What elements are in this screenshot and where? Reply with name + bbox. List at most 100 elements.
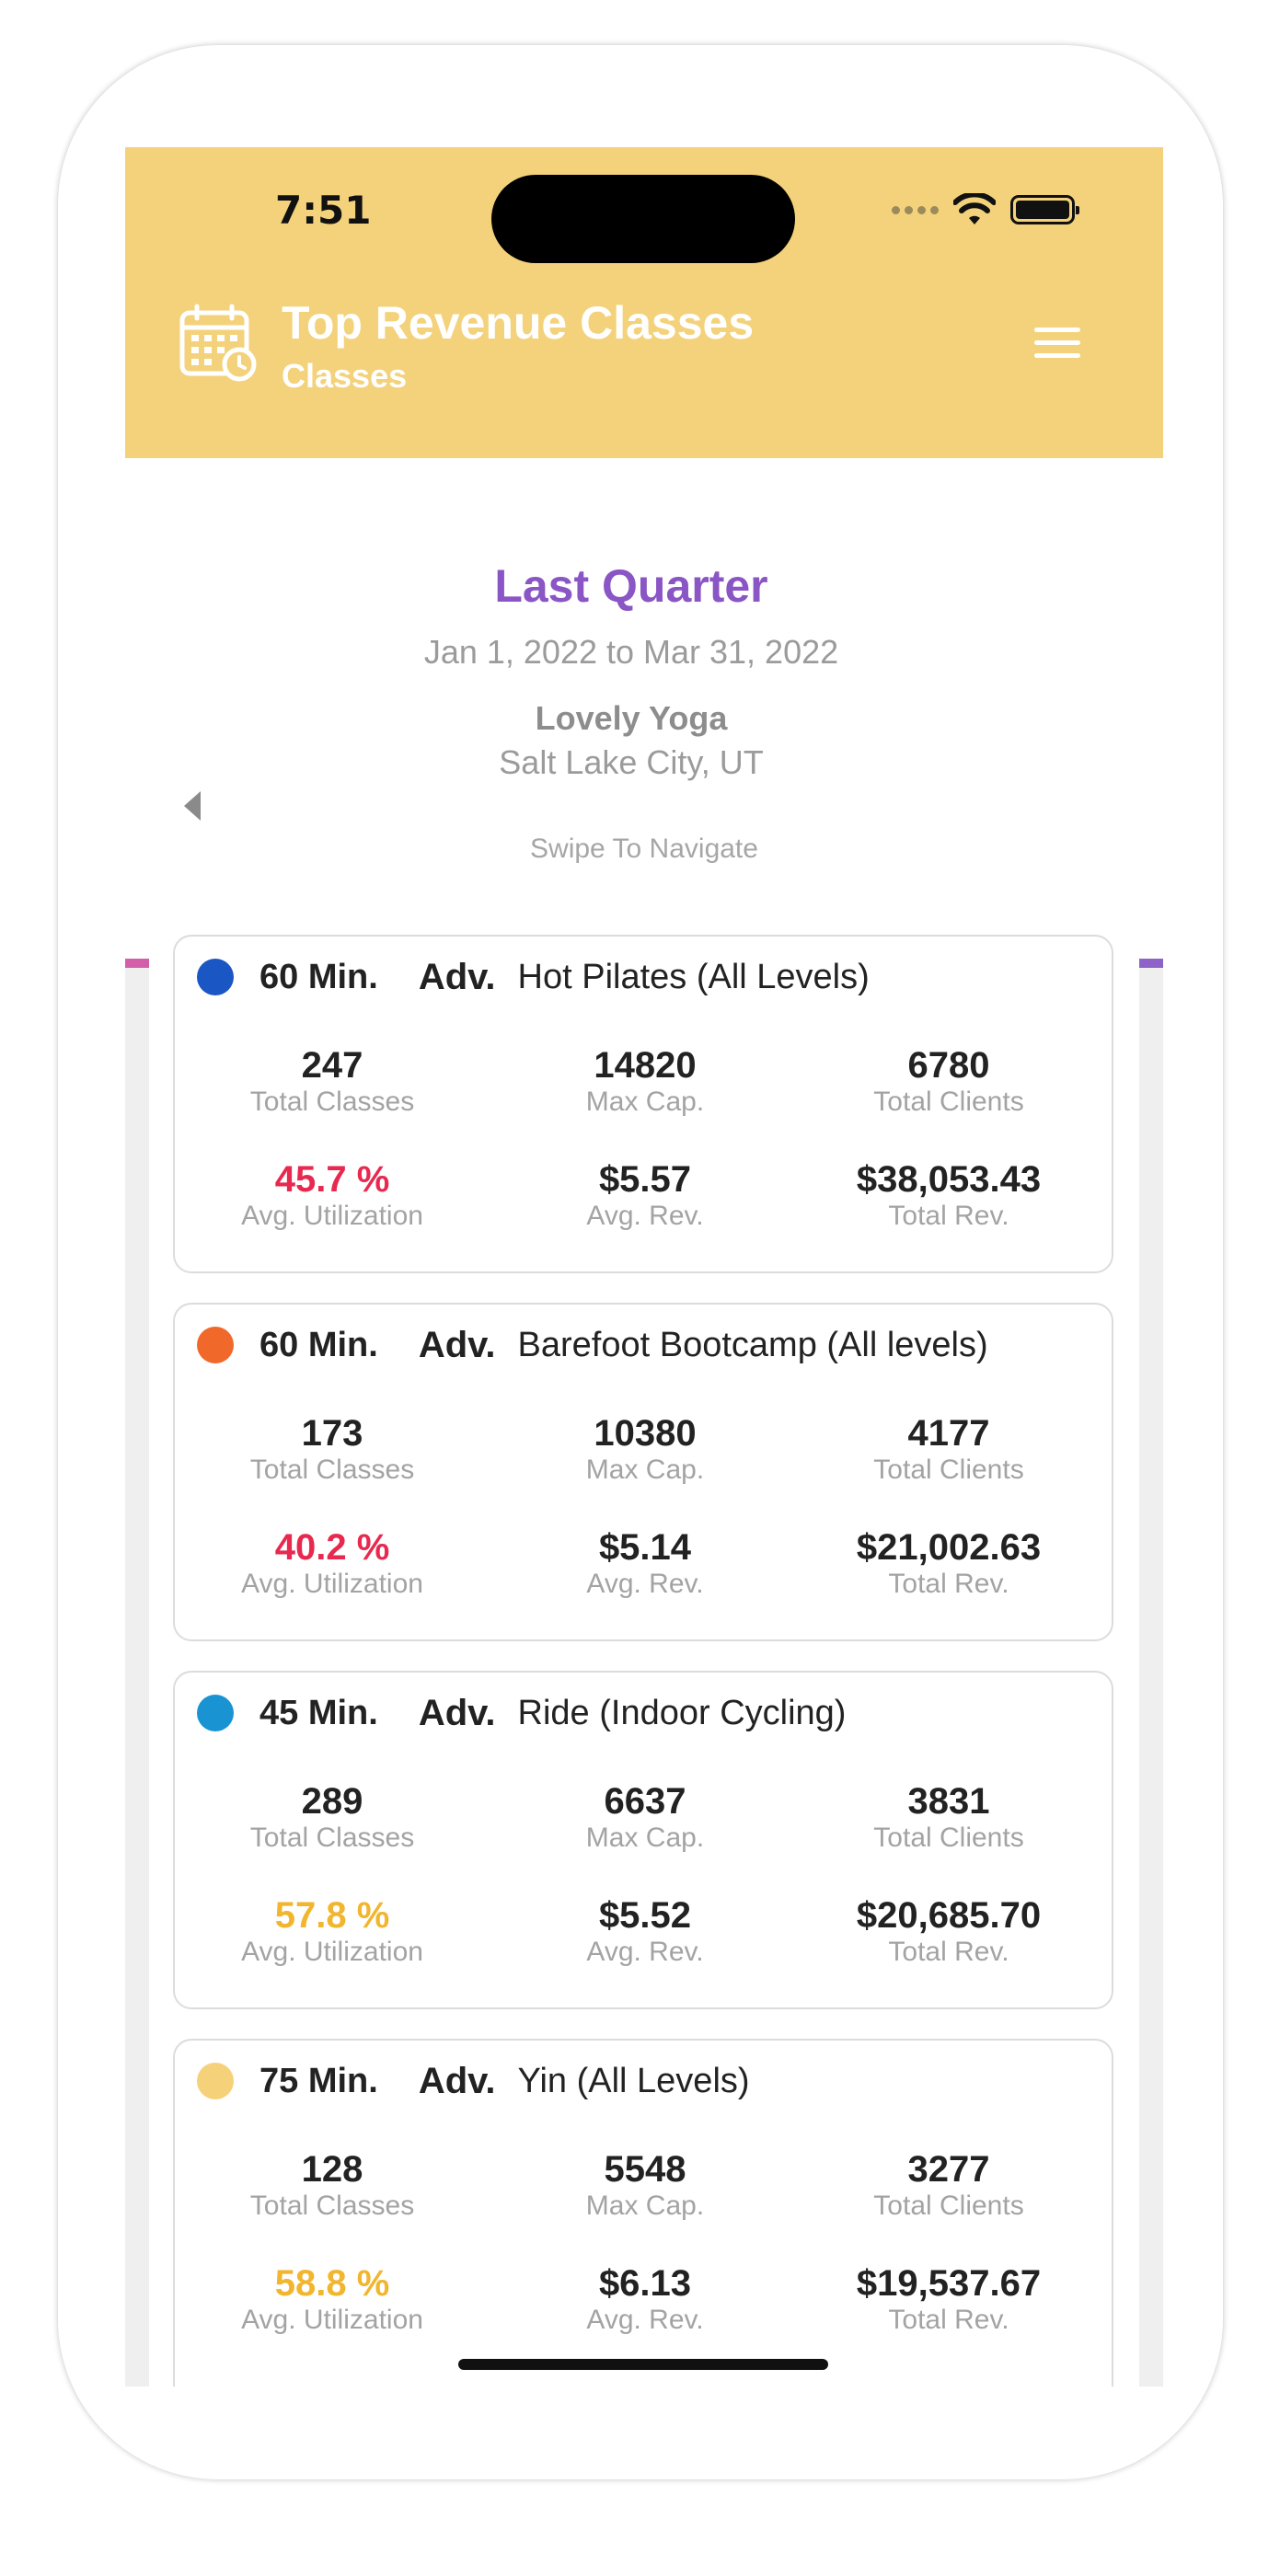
home-indicator[interactable] xyxy=(458,2359,828,2370)
stat-value: 173 xyxy=(301,1413,363,1454)
stat-avg-utilization: 40.2 % Avg. Utilization xyxy=(180,1527,484,1601)
stat-value: 5548 xyxy=(604,2149,686,2190)
class-duration: 75 Min. xyxy=(259,2061,378,2100)
class-level: Adv. xyxy=(418,1692,496,1733)
class-color-dot xyxy=(197,1695,234,1731)
stat-value: $21,002.63 xyxy=(856,1527,1042,1568)
class-name: Barefoot Bootcamp (All levels) xyxy=(517,1325,988,1364)
stat-label: Avg. Utilization xyxy=(241,1937,423,1967)
stat-value: 247 xyxy=(301,1045,363,1086)
stat-label: Avg. Rev. xyxy=(586,1569,704,1599)
stat-value: 3831 xyxy=(907,1781,990,1822)
class-card[interactable]: 60 Min. Adv. Barefoot Bootcamp (All leve… xyxy=(173,1303,1113,1641)
stat-total-rev: $38,053.43 Total Rev. xyxy=(797,1159,1101,1233)
stat-label: Max Cap. xyxy=(585,1087,705,1117)
stat-label: Max Cap. xyxy=(585,1455,705,1485)
stat-label: Avg. Utilization xyxy=(241,2305,423,2335)
status-icons xyxy=(892,193,1079,226)
swipe-hint: Swipe To Navigate xyxy=(530,834,758,864)
stat-label: Total Rev. xyxy=(888,1937,1009,1967)
stat-max-cap: 6637 Max Cap. xyxy=(493,1781,797,1855)
class-duration: 60 Min. xyxy=(259,957,378,996)
period-selector: Last Quarter Jan 1, 2022 to Mar 31, 2022… xyxy=(125,458,1163,968)
stat-label: Total Classes xyxy=(249,1087,415,1117)
stat-max-cap: 14820 Max Cap. xyxy=(493,1045,797,1119)
stat-total-clients: 3277 Total Clients xyxy=(797,2149,1101,2223)
stat-label: Total Clients xyxy=(873,2191,1024,2221)
stat-value: 14820 xyxy=(594,1045,697,1086)
cellular-signal-icon xyxy=(892,205,939,214)
page-subtitle: Classes xyxy=(282,357,408,395)
class-duration: 60 Min. xyxy=(259,1325,378,1364)
stat-total-classes: 247 Total Classes xyxy=(180,1045,484,1119)
class-card-header: 45 Min. Adv. Ride (Indoor Cycling) xyxy=(197,1687,846,1739)
stat-total-clients: 3831 Total Clients xyxy=(797,1781,1101,1855)
stat-total-classes: 289 Total Classes xyxy=(180,1781,484,1855)
stat-value: $20,685.70 xyxy=(856,1895,1042,1936)
stat-label: Total Clients xyxy=(873,1087,1024,1117)
stat-total-classes: 173 Total Classes xyxy=(180,1413,484,1487)
studio-name: Lovely Yoga xyxy=(535,699,728,737)
class-name: Ride (Indoor Cycling) xyxy=(517,1693,847,1732)
stat-value: 4177 xyxy=(907,1413,990,1454)
class-card-header: 60 Min. Adv. Barefoot Bootcamp (All leve… xyxy=(197,1319,988,1371)
stat-max-cap: 5548 Max Cap. xyxy=(493,2149,797,2223)
stat-value: $5.52 xyxy=(598,1895,692,1936)
stat-value: 40.2 % xyxy=(274,1527,390,1568)
stat-total-classes: 128 Total Classes xyxy=(180,2149,484,2223)
battery-icon xyxy=(1010,195,1079,224)
stat-value: 289 xyxy=(301,1781,363,1822)
class-name: Hot Pilates (All Levels) xyxy=(517,957,870,996)
stat-label: Total Clients xyxy=(873,1455,1024,1485)
chevron-left-icon[interactable] xyxy=(184,791,201,821)
stat-label: Avg. Rev. xyxy=(586,1937,704,1967)
hamburger-menu-icon[interactable] xyxy=(1034,328,1080,364)
stat-label: Max Cap. xyxy=(585,1823,705,1853)
stat-total-clients: 4177 Total Clients xyxy=(797,1413,1101,1487)
dynamic-island xyxy=(491,175,795,263)
stat-value: $5.14 xyxy=(598,1527,692,1568)
stat-label: Total Clients xyxy=(873,1823,1024,1853)
class-card-header: 60 Min. Adv. Hot Pilates (All Levels) xyxy=(197,951,870,1003)
class-card[interactable]: 75 Min. Adv. Yin (All Levels) 128 Total C… xyxy=(173,2039,1113,2386)
stat-value: 10380 xyxy=(594,1413,697,1454)
stat-total-clients: 6780 Total Clients xyxy=(797,1045,1101,1119)
class-list: 60 Min. Adv. Hot Pilates (All Levels) 24… xyxy=(149,911,1139,2386)
stat-avg-utilization: 57.8 % Avg. Utilization xyxy=(180,1895,484,1969)
stat-value: 6637 xyxy=(604,1781,686,1822)
stat-label: Total Classes xyxy=(249,1823,415,1853)
stat-label: Total Rev. xyxy=(888,2305,1009,2335)
stat-avg-rev: $5.57 Avg. Rev. xyxy=(493,1159,797,1233)
stat-label: Total Classes xyxy=(249,1455,415,1485)
class-level: Adv. xyxy=(418,1324,496,1365)
stat-label: Avg. Utilization xyxy=(241,1569,423,1599)
stat-value: $38,053.43 xyxy=(856,1159,1042,1200)
stat-max-cap: 10380 Max Cap. xyxy=(493,1413,797,1487)
status-time: 7:51 xyxy=(275,188,372,233)
class-card[interactable]: 60 Min. Adv. Hot Pilates (All Levels) 24… xyxy=(173,935,1113,1273)
stat-avg-utilization: 58.8 % Avg. Utilization xyxy=(180,2263,484,2337)
stat-value: $6.13 xyxy=(598,2263,692,2304)
class-level: Adv. xyxy=(418,2060,496,2101)
stat-label: Total Rev. xyxy=(888,1569,1009,1599)
stat-value: 6780 xyxy=(907,1045,990,1086)
period-title: Last Quarter xyxy=(494,560,768,612)
stat-label: Max Cap. xyxy=(585,2191,705,2221)
stat-total-rev: $19,537.67 Total Rev. xyxy=(797,2263,1101,2337)
class-card[interactable]: 45 Min. Adv. Ride (Indoor Cycling) 289 To… xyxy=(173,1671,1113,2009)
stat-avg-rev: $5.14 Avg. Rev. xyxy=(493,1527,797,1601)
calendar-clock-icon xyxy=(179,304,257,382)
stat-avg-rev: $5.52 Avg. Rev. xyxy=(493,1895,797,1969)
class-duration: 45 Min. xyxy=(259,1693,378,1732)
stat-value: $5.57 xyxy=(598,1159,692,1200)
stat-value: 3277 xyxy=(907,2149,990,2190)
stat-value: 58.8 % xyxy=(274,2263,390,2304)
stat-total-rev: $21,002.63 Total Rev. xyxy=(797,1527,1101,1601)
class-card-header: 75 Min. Adv. Yin (All Levels) xyxy=(197,2055,750,2107)
stat-value: $19,537.67 xyxy=(856,2263,1042,2304)
stat-value: 45.7 % xyxy=(274,1159,390,1200)
stat-avg-rev: $6.13 Avg. Rev. xyxy=(493,2263,797,2337)
stat-label: Avg. Rev. xyxy=(586,1201,704,1231)
period-dates: Jan 1, 2022 to Mar 31, 2022 xyxy=(423,633,839,671)
wifi-icon xyxy=(953,193,996,224)
